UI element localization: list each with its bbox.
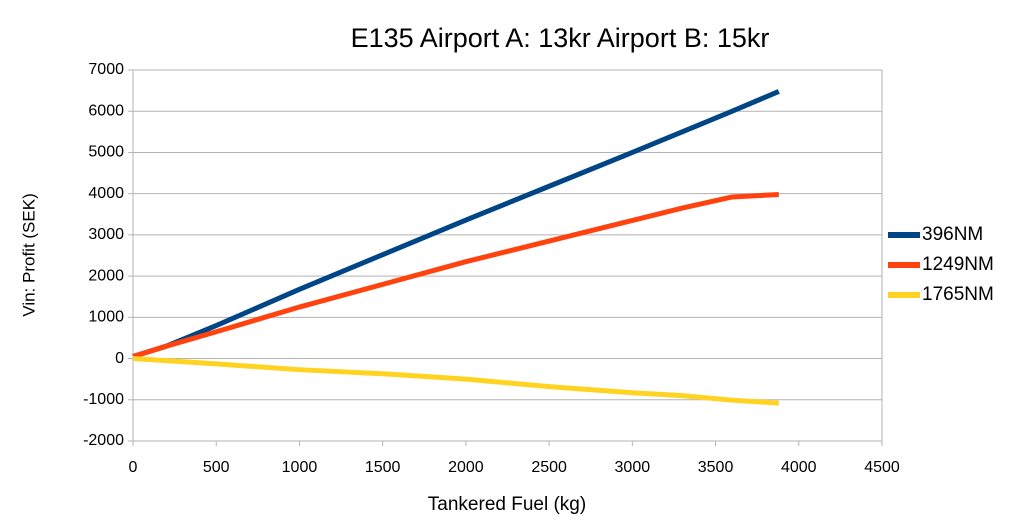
x-tick-label: 4500 — [864, 459, 900, 476]
y-tick-label: 4000 — [88, 185, 124, 202]
plot-border — [132, 69, 883, 442]
y-tick-label: -1000 — [83, 391, 124, 408]
y-tick-label: 5000 — [88, 144, 124, 161]
legend-swatch — [888, 292, 920, 298]
x-tick-label: 1000 — [282, 459, 318, 476]
legend-label: 1249NM — [922, 254, 994, 275]
x-tick-label: 2500 — [531, 459, 567, 476]
series-line — [132, 89, 780, 359]
y-tick-label: 2000 — [88, 267, 124, 284]
x-tick-label: 500 — [203, 459, 230, 476]
y-tick-label: 1000 — [88, 309, 124, 326]
y-tick-label: 7000 — [88, 61, 124, 78]
legend-swatch — [888, 262, 920, 268]
chart-title: E135 Airport A: 13kr Airport B: 15kr — [351, 23, 770, 53]
x-tick-label: 1500 — [365, 459, 401, 476]
y-tick-label: 0 — [115, 350, 124, 367]
y-tick-label: 3000 — [88, 226, 124, 243]
x-axis-label: Tankered Fuel (kg) — [428, 494, 586, 515]
legend-swatch — [888, 232, 920, 238]
x-tick-label: 3500 — [698, 459, 734, 476]
x-tick-label: 2000 — [448, 459, 484, 476]
legend-label: 1765NM — [922, 284, 994, 305]
y-axis-label: Vin: Profit (SEK) — [19, 193, 38, 316]
legend-label: 396NM — [922, 224, 983, 245]
x-tick-label: 4000 — [781, 459, 817, 476]
y-tick-label: 6000 — [88, 102, 124, 119]
x-tick-label: 0 — [129, 459, 138, 476]
x-tick-label: 3000 — [615, 459, 651, 476]
y-tick-label: -2000 — [83, 432, 124, 449]
series-line — [132, 191, 779, 359]
series-line — [132, 356, 779, 406]
